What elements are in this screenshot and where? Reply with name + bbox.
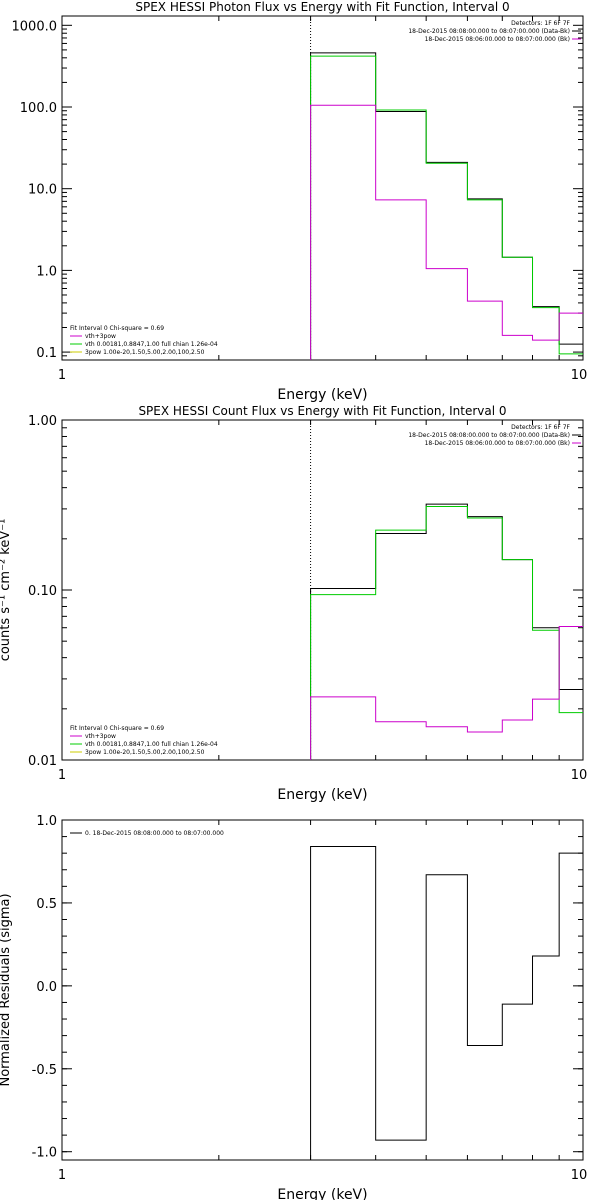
count-legend-entry: 18-Dec-2015 08:06:00.000 to 08:07:00.000…	[425, 440, 570, 447]
count-x-tick-label: 10	[571, 768, 588, 783]
photon-fit-legend-entry: 3pow 1.00e-20,1.50,5.00,2.00,100,2.50	[85, 349, 205, 356]
photon-legend-header: Detectors: 1F 6F 7F	[511, 20, 570, 27]
count-series-1-line	[310, 505, 583, 760]
residuals-y-tick-label: 0.0	[36, 980, 57, 995]
count-x-axis-label: Energy (keV)	[277, 787, 367, 803]
photon-x-tick-label: 1	[58, 368, 66, 383]
residuals-legend-top: 0. 18-Dec-2015 08:08:00.000 to 08:07:00.…	[70, 830, 224, 837]
residuals-y-tick-label: 0.5	[36, 897, 57, 912]
photon-y-tick-label: 1.0	[36, 264, 57, 279]
count-legend-entry: 18-Dec-2015 08:08:00.000 to 08:07:00.000…	[408, 432, 570, 439]
count-legend-bottom: Fit Interval 0 Chi-square = 0.69vth+3pow…	[70, 725, 218, 756]
residuals-legend-entry: 0. 18-Dec-2015 08:08:00.000 to 08:07:00.…	[85, 830, 224, 837]
photon-plot-frame	[61, 15, 584, 361]
photon-y-tick-label: 10.0	[28, 183, 57, 198]
count-y-tick-label: 0.10	[28, 584, 57, 599]
count-plot-frame	[61, 419, 584, 761]
count-panel: SPEX HESSI Count Flux vs Energy with Fit…	[0, 404, 587, 803]
residuals-series-group	[310, 846, 583, 1160]
photon-legend-entry: 18-Dec-2015 08:06:00.000 to 08:07:00.000…	[425, 36, 570, 43]
photon-legend-bottom: Fit Interval 0 Chi-square = 0.69vth+3pow…	[70, 325, 218, 356]
photon-series-group	[310, 52, 583, 360]
photon-x-tick-label: 10	[571, 368, 588, 383]
count-title: SPEX HESSI Count Flux vs Energy with Fit…	[138, 404, 506, 418]
count-fit-legend-entry: vth 0.00181,0.8847,1.00 full chian 1.26e…	[85, 741, 218, 748]
residuals-x-tick-label: 10	[571, 1168, 588, 1183]
photon-fit-legend-header: Fit Interval 0 Chi-square = 0.69	[70, 325, 164, 332]
count-y-tick-label: 1.00	[28, 414, 57, 429]
photon-y-tick-label: 0.1	[36, 346, 57, 361]
photon-x-axis-label: Energy (keV)	[277, 387, 367, 403]
residuals-y-tick-label: -0.5	[32, 1063, 57, 1078]
residuals-x-axis-label: Energy (keV)	[277, 1187, 367, 1200]
count-fit-legend-entry: 3pow 1.00e-20,1.50,5.00,2.00,100,2.50	[85, 749, 205, 756]
count-x-tick-label: 1	[58, 768, 66, 783]
count-legend-header: Detectors: 1F 6F 7F	[511, 424, 570, 431]
residuals-panel: 1 10 1.0 0.5 0.0 -0.5 -1.0 Energy (keV) Normaliz…	[0, 814, 587, 1200]
residuals-series-0-line	[310, 846, 583, 1160]
residuals-y-tick-label: 1.0	[36, 814, 57, 829]
photon-series-1-line	[310, 55, 583, 360]
photon-panel: SPEX HESSI Photon Flux vs Energy with Fi…	[12, 0, 588, 403]
count-y-tick-label: 0.01	[28, 754, 57, 769]
photon-fit-legend-entry: vth 0.00181,0.8847,1.00 full chian 1.26e…	[85, 341, 218, 348]
residuals-plot-frame	[61, 819, 584, 1161]
count-fit-legend-entry: vth+3pow	[85, 733, 116, 740]
residuals-y-tick-label: -1.0	[32, 1146, 57, 1161]
photon-y-tick-label: 100.0	[20, 101, 57, 116]
count-y-axis-label: counts s⁻¹ cm⁻² keV⁻¹	[0, 519, 13, 662]
count-series-2-line	[310, 625, 583, 760]
photon-title: SPEX HESSI Photon Flux vs Energy with Fi…	[135, 0, 509, 14]
photon-series-0-line	[310, 52, 583, 360]
photon-fit-legend-entry: vth+3pow	[85, 333, 116, 340]
residuals-y-axis-label: Normalized Residuals (sigma)	[0, 893, 13, 1086]
count-fit-legend-header: Fit Interval 0 Chi-square = 0.69	[70, 725, 164, 732]
photon-y-tick-label: 1000.0	[12, 19, 58, 34]
photon-series-2-line	[310, 104, 583, 360]
residuals-x-tick-label: 1	[58, 1168, 66, 1183]
count-series-0-line	[310, 503, 583, 760]
count-series-group	[310, 503, 583, 760]
photon-legend-entry: 18-Dec-2015 08:08:00.000 to 08:07:00.000…	[408, 28, 570, 35]
